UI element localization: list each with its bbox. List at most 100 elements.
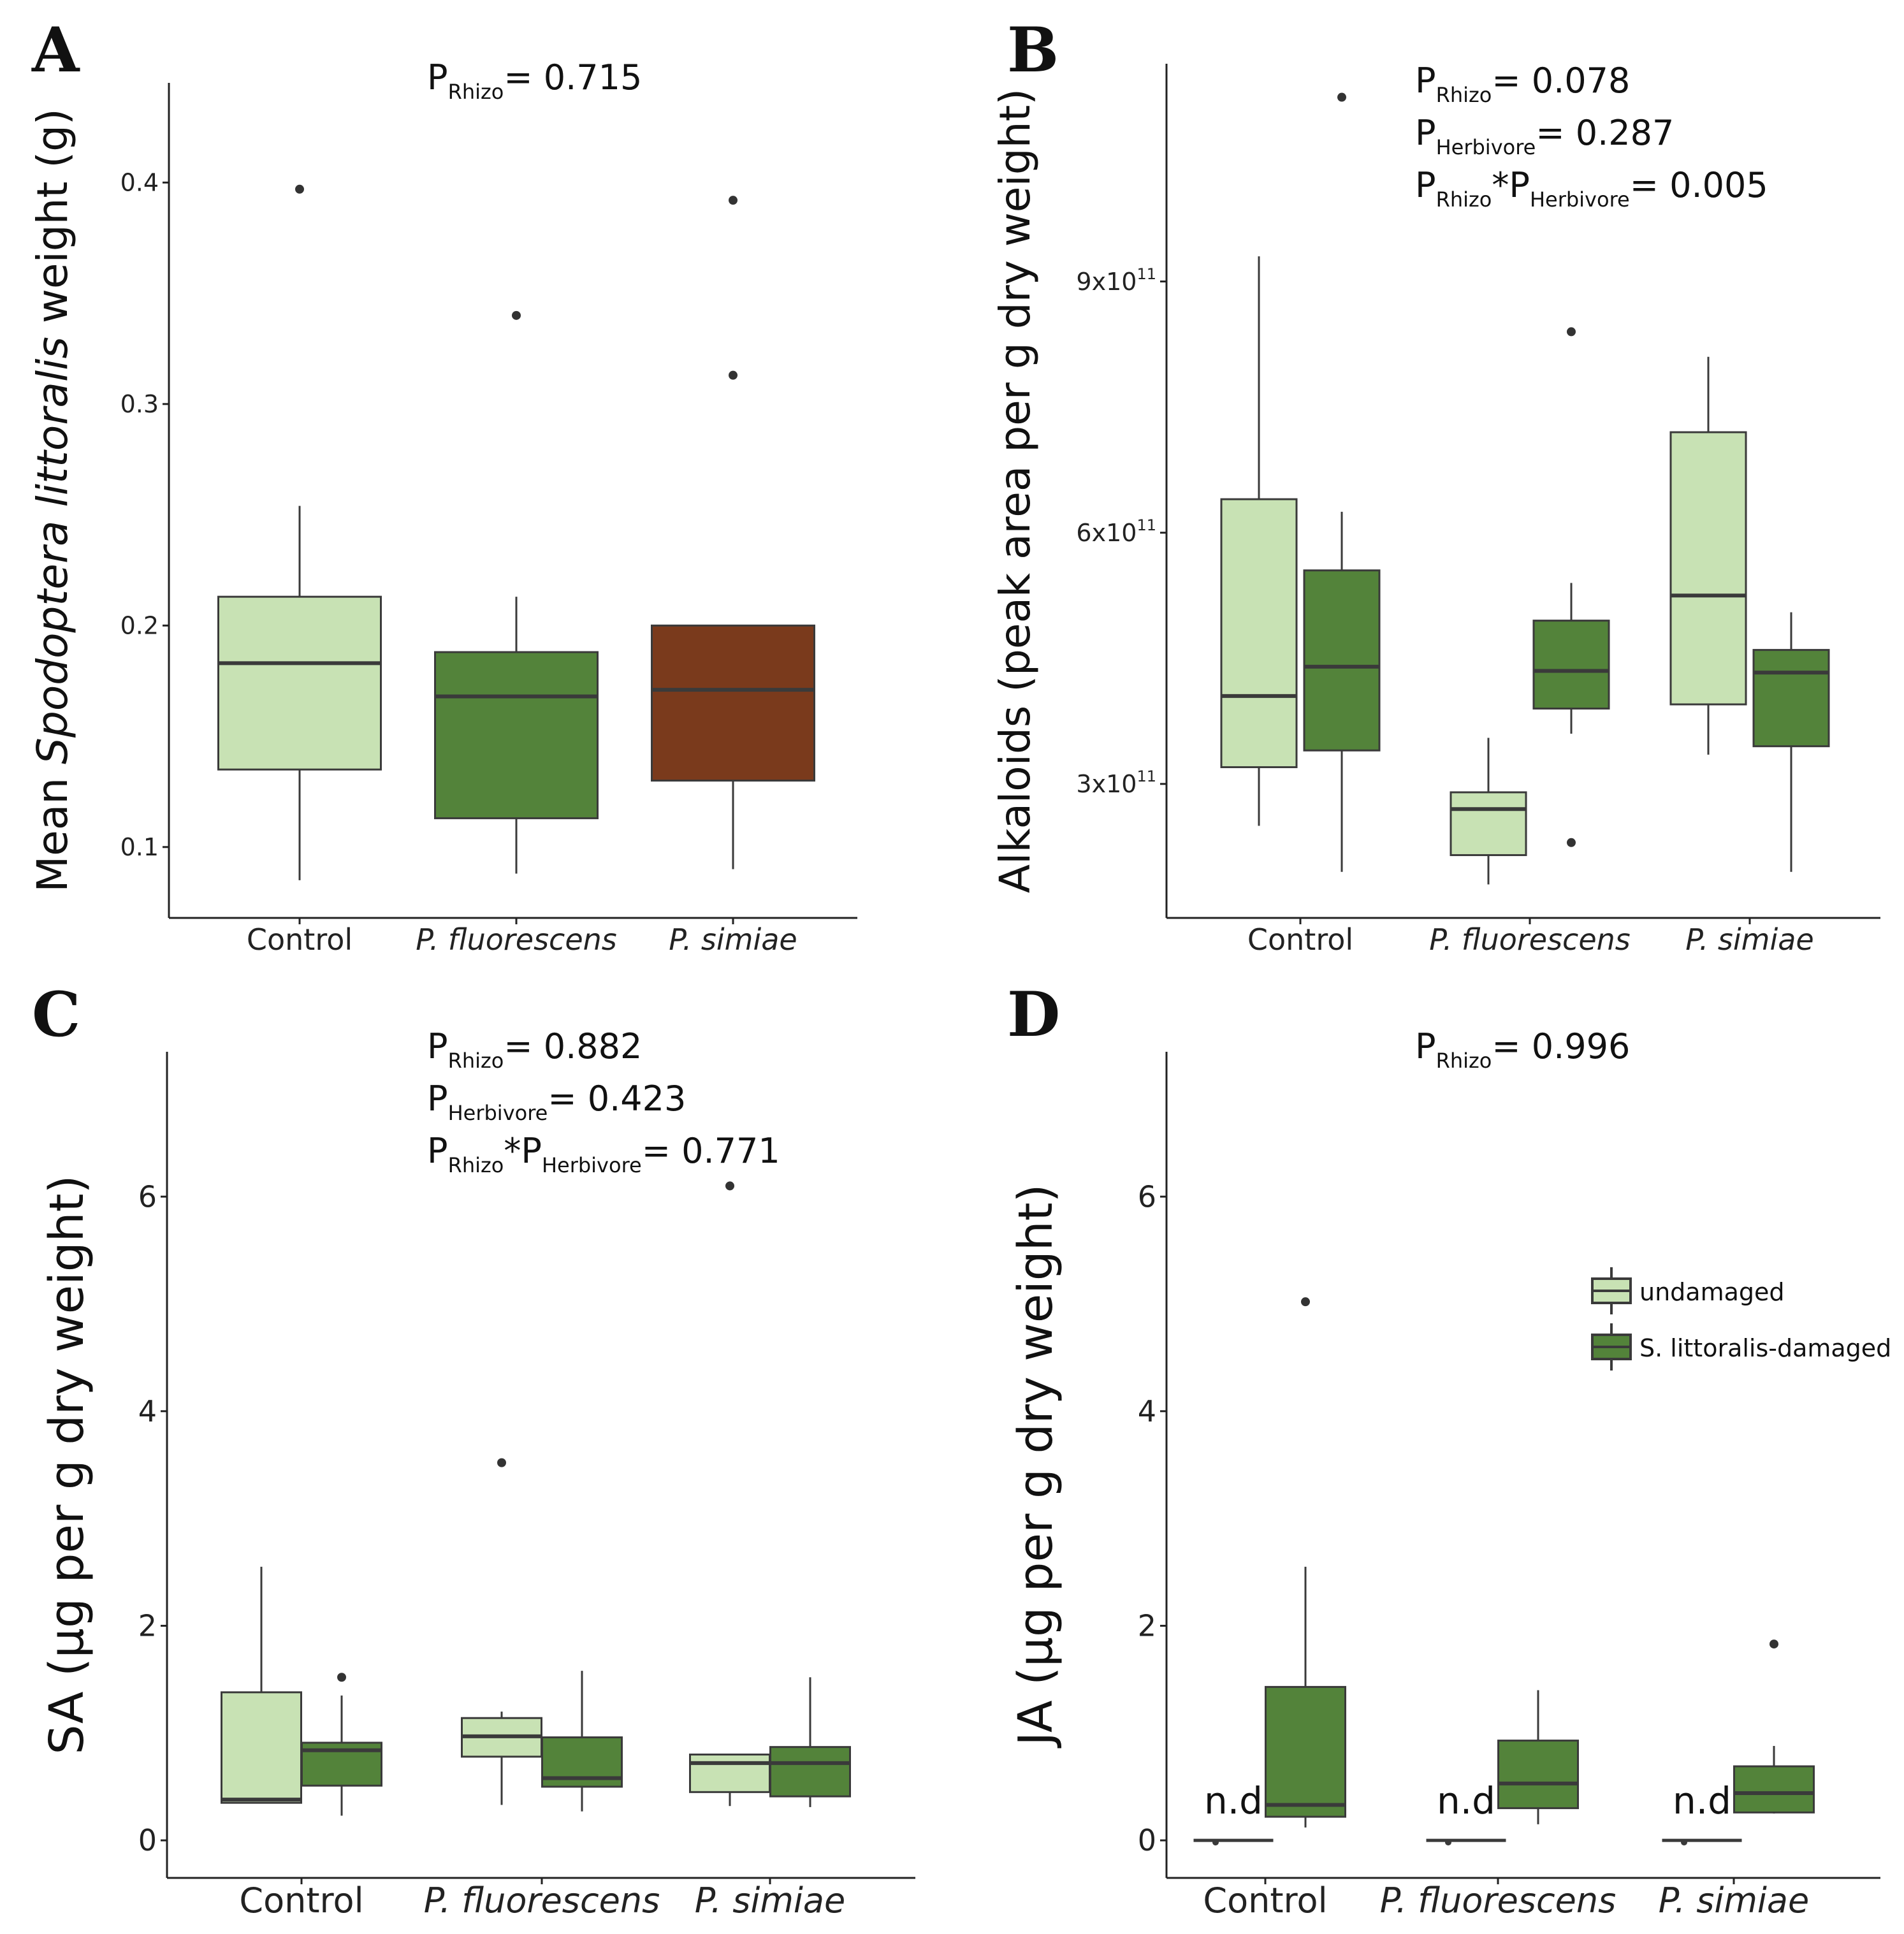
outlier-point [337, 1673, 346, 1682]
p-value-subscript: Rhizo [1436, 1049, 1492, 1073]
p-value-subscript: Rhizo [1436, 187, 1492, 212]
y-tick-label: 6 [1138, 1179, 1156, 1214]
box-undamaged-0: n.d [1193, 1779, 1274, 1846]
box-iqr [689, 1753, 771, 1793]
y-axis-label-part: SA (µg per g dry weight) [40, 1175, 94, 1755]
panel-c-chart: 0 2 4 6 Control P. fluorescens P. simiae SA (µg… [40, 1026, 915, 1921]
p-value-subscript: Herbivore [448, 1101, 548, 1125]
outlier-point [1337, 92, 1346, 102]
p-value-text: = 0.996 [1492, 1026, 1630, 1066]
y-axis-label: JA (µg per g dry weight) [1008, 1184, 1063, 1748]
p-value-subscript: Herbivore [542, 1153, 642, 1177]
p-value-text: = 0.715 [504, 57, 642, 98]
outlier-point [1770, 1640, 1778, 1649]
x-tick-label: Control [1247, 922, 1353, 957]
box-undamaged-1: n.d [1426, 1779, 1506, 1846]
p-value-subscript: Rhizo [448, 1049, 504, 1073]
box-undamaged-2 [689, 1181, 771, 1807]
nd-label: n.d [1204, 1779, 1263, 1822]
y-tick-base: 9x10 [1076, 268, 1137, 296]
y-tick-label: 6 [138, 1179, 157, 1214]
box-damaged-1 [541, 1671, 623, 1812]
p-value-text: *P [504, 1131, 542, 1171]
box-iqr [1733, 1765, 1815, 1814]
y-axis-label-part: weight (g) [28, 108, 77, 337]
x-tick-label: P. fluorescens [416, 922, 617, 957]
panel-letter-d: D [1007, 978, 1060, 1051]
box-iqr [434, 651, 599, 820]
box-damaged-1 [1497, 1690, 1579, 1824]
outlier-point [497, 1458, 506, 1467]
box-iqr [1497, 1740, 1579, 1810]
nd-point [1212, 1839, 1219, 1846]
box-undamaged-1 [1450, 738, 1527, 885]
y-axis-label: Alkaloids (peak area per g dry weight) [991, 89, 1040, 893]
p-value-text: = 0.287 [1536, 113, 1674, 153]
y-tick-label: 0.2 [120, 612, 159, 640]
box-undamaged-2: n.d [1662, 1779, 1742, 1846]
box-iqr [1669, 431, 1747, 706]
box-iqr [769, 1746, 851, 1798]
legend-item-damaged: S. littoralis-damaged [1591, 1323, 1891, 1371]
y-tick-label: 0 [138, 1823, 157, 1858]
x-tick-label: P. simiae [1685, 922, 1813, 957]
p-value-text: *P [1492, 165, 1530, 205]
p-value-line: PRhizo= 0.715 [427, 57, 642, 104]
x-tick-label: P. simiae [1659, 1880, 1810, 1921]
y-tick-label: 2 [138, 1609, 157, 1643]
nd-label: n.d [1437, 1779, 1495, 1822]
nd-point [1445, 1839, 1451, 1846]
box-undamaged-0 [221, 1566, 302, 1804]
box-iqr [217, 595, 382, 771]
box-iqr [1220, 498, 1298, 769]
p-value-text: P [427, 57, 448, 98]
panel-a-chart: 0.1 0.2 0.3 0.4 Control P. fluorescens P. simi… [28, 57, 857, 957]
legend-item-undamaged: undamaged [1591, 1267, 1785, 1314]
box-damaged-1 [434, 310, 599, 874]
y-tick-exponent: 11 [1137, 767, 1156, 785]
legend: undamaged S. littoralis-damaged [1591, 1267, 1891, 1371]
box-undamaged-2 [1669, 356, 1747, 755]
p-value-text: P [1415, 113, 1436, 153]
p-value-text: P [1415, 61, 1436, 101]
x-tick-label: Control [247, 922, 352, 957]
x-tick-label: P. fluorescens [424, 1880, 660, 1921]
p-value-text: P [427, 1131, 448, 1171]
p-value-line: PRhizo= 0.882 [427, 1026, 642, 1073]
y-tick-label: 0 [1138, 1823, 1156, 1858]
y-tick-label: 3x1011 [1076, 767, 1156, 798]
outlier-point [295, 184, 304, 194]
y-tick-base: 3x10 [1076, 770, 1137, 798]
nd-point [1681, 1839, 1687, 1846]
box-iqr [1450, 791, 1527, 856]
y-axis-label-part: Alkaloids (peak area per g dry weight) [991, 89, 1040, 893]
panel-letter-b: B [1007, 14, 1059, 86]
box-damaged-2 [1752, 612, 1830, 872]
y-tick-exponent: 11 [1137, 265, 1156, 283]
p-value-subscript: Herbivore [1530, 187, 1630, 212]
y-axis-label-part: JA (µg per g dry weight) [1008, 1184, 1063, 1748]
p-value-subscript: Rhizo [448, 1153, 504, 1177]
p-value-line: PRhizo*PHerbivore= 0.771 [427, 1131, 780, 1177]
y-axis-label: SA (µg per g dry weight) [40, 1175, 94, 1755]
x-tick-label: P. fluorescens [1380, 1880, 1616, 1921]
y-tick-base: 6x10 [1076, 519, 1137, 547]
box-undamaged-0 [217, 184, 382, 880]
y-tick-label: 0.1 [120, 833, 159, 861]
outlier-point [1567, 838, 1576, 847]
outlier-point [725, 1181, 734, 1191]
p-value-subscript: Herbivore [1436, 135, 1536, 159]
p-value-line: PHerbivore= 0.423 [427, 1079, 686, 1125]
box-damaged-1 [1532, 327, 1610, 847]
p-value-text: = 0.005 [1630, 165, 1768, 205]
p-value-text: P [1415, 165, 1436, 205]
y-tick-label: 9x1011 [1076, 265, 1156, 296]
y-tick-label: 0.4 [120, 169, 159, 197]
panel-letter-a: A [31, 14, 80, 86]
box-damaged-0 [1265, 1297, 1346, 1828]
x-tick-label: Control [239, 1880, 363, 1921]
box-iqr [1303, 569, 1381, 752]
box-psimiae_a-2 [651, 196, 815, 869]
p-value-text: = 0.771 [642, 1131, 780, 1171]
